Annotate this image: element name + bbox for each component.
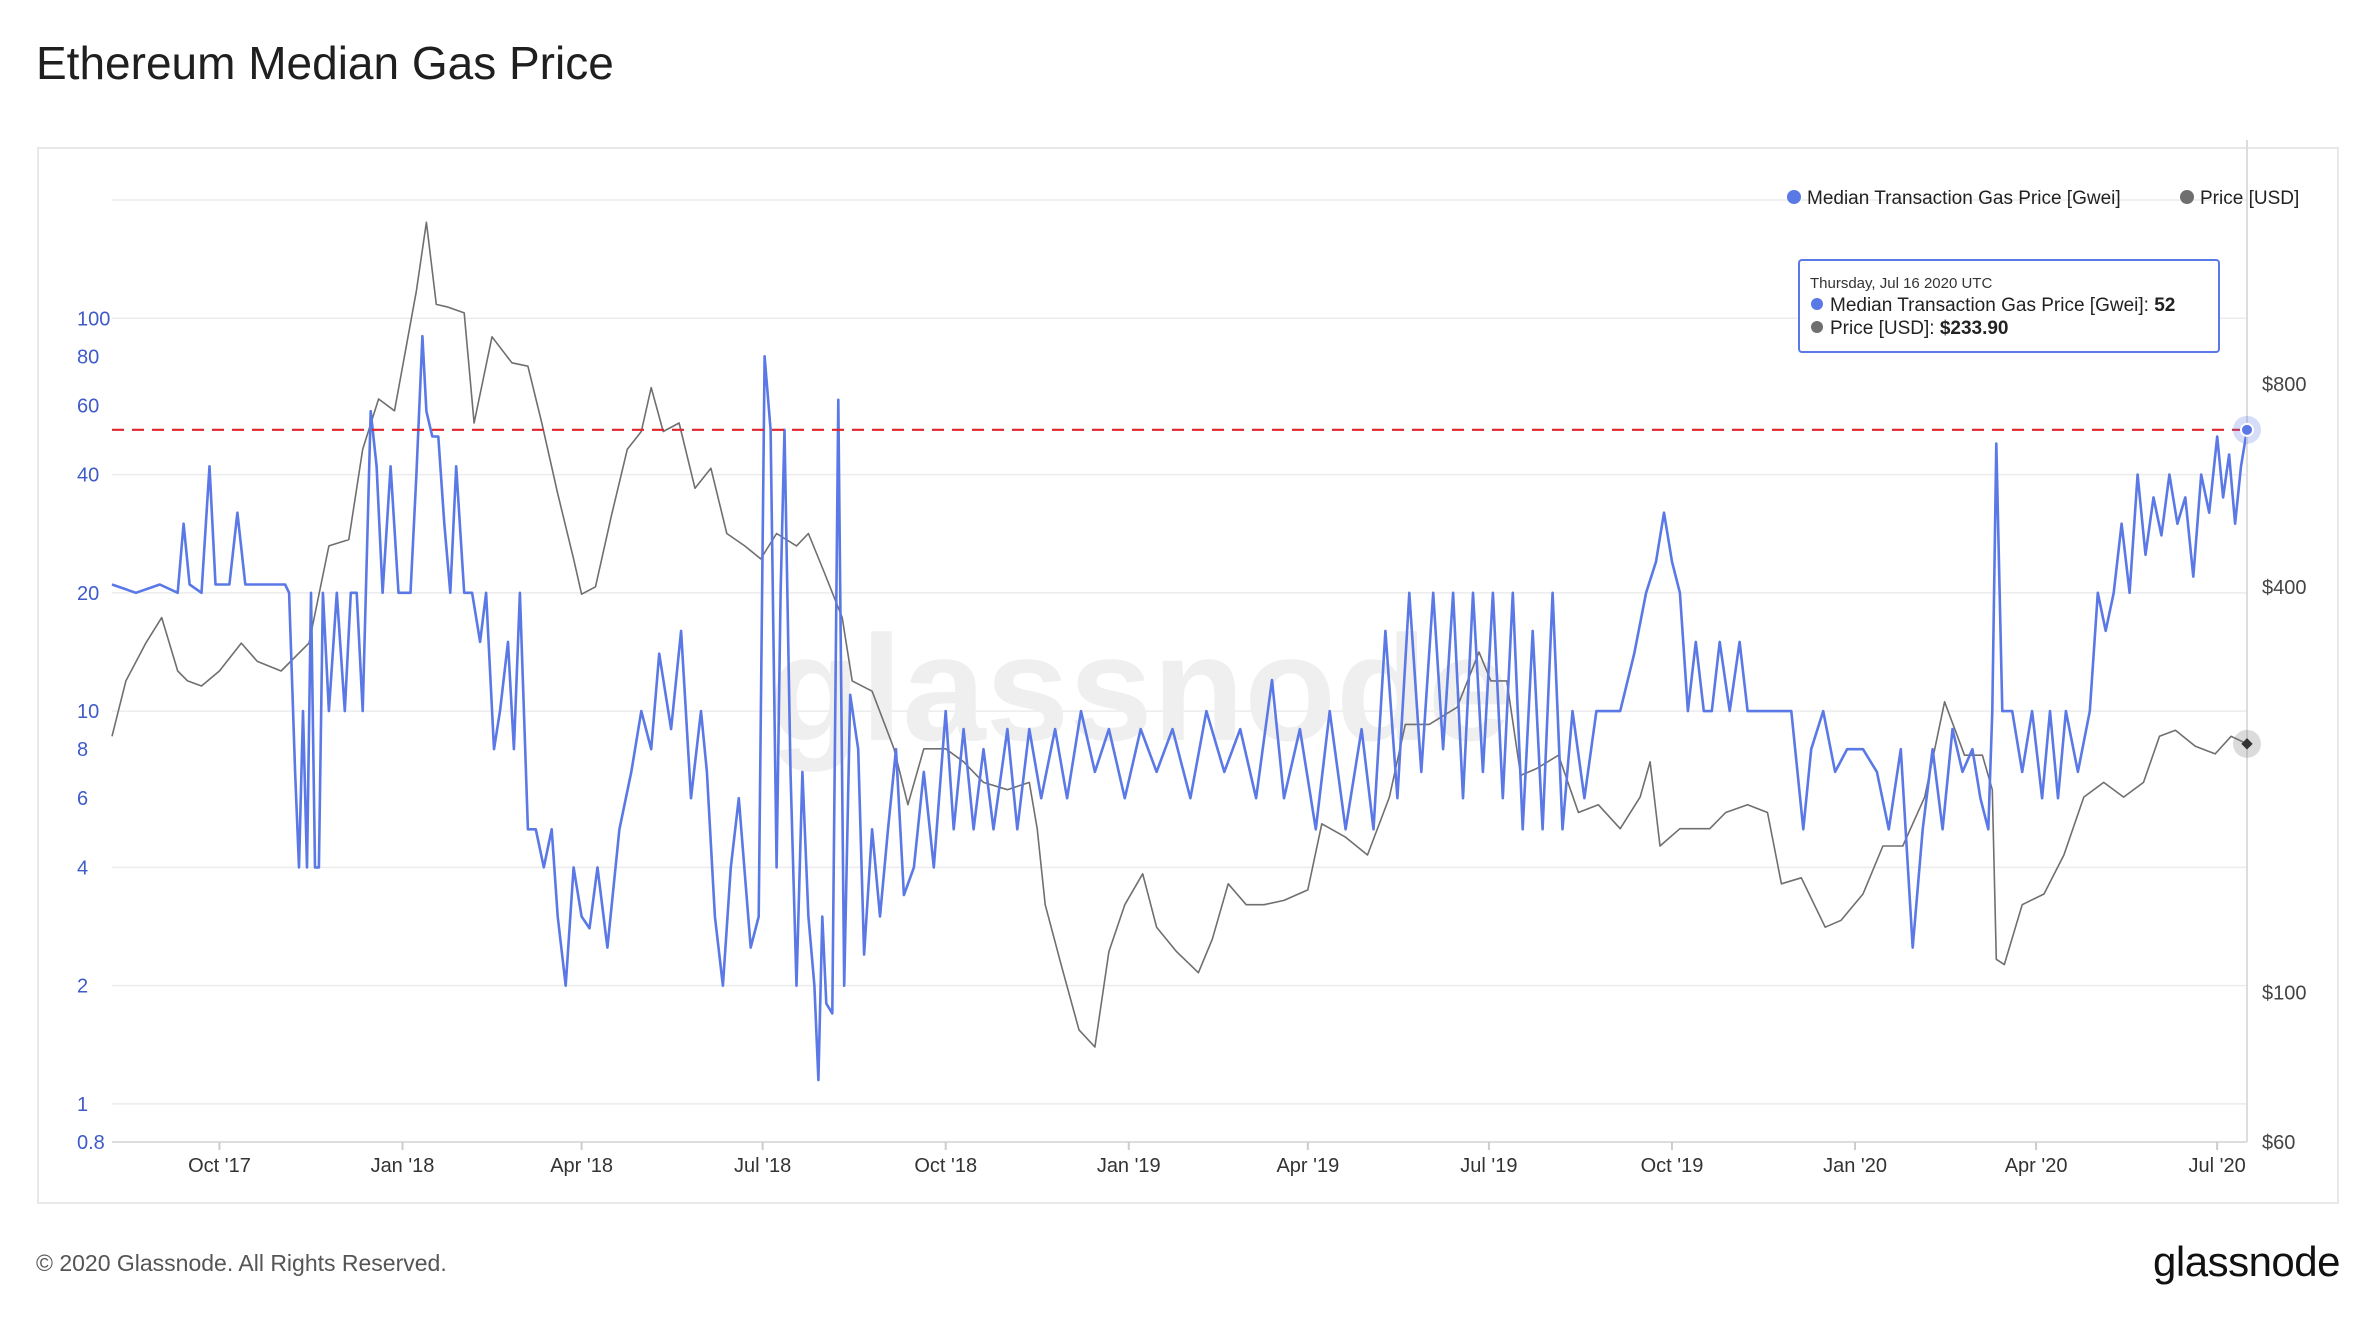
legend-gas-swatch [1787, 190, 1801, 204]
series-layer [111, 221, 2249, 1082]
price-usd-series-line [111, 221, 2248, 1048]
gas-hover-point [2240, 422, 2254, 437]
tooltip: Thursday, Jul 16 2020 UTC Median Transac… [1798, 259, 2220, 353]
tooltip-gas-value: 52 [2154, 295, 2175, 316]
x-tick-label: Oct '18 [914, 1155, 977, 1177]
legend-price-label[interactable]: Price [USD] [2200, 188, 2299, 209]
tooltip-price-value: $233.90 [1940, 318, 2009, 339]
y-left-tick-label: 2 [77, 976, 88, 998]
x-tick-label: Jan '18 [371, 1155, 435, 1177]
y-right-tick-label: $400 [2262, 577, 2307, 599]
tooltip-gas-swatch [1811, 298, 1823, 310]
y-left-tick-label: 8 [77, 739, 88, 761]
y-left-tick-label: 4 [77, 857, 88, 879]
copyright-footer: © 2020 Glassnode. All Rights Reserved. [36, 1250, 447, 1276]
y-left-tick-label: 1 [77, 1094, 88, 1116]
y-right-tick-label: $100 [2262, 983, 2307, 1005]
brand-logo[interactable]: glassnode [2153, 1238, 2340, 1285]
x-tick-label: Jul '20 [2189, 1155, 2246, 1177]
tooltip-gas-label: Median Transaction Gas Price [Gwei]: [1830, 295, 2154, 316]
legend-price-swatch [2180, 190, 2194, 204]
tooltip-price-swatch [1811, 321, 1823, 333]
axes: 0.8 1 2 4 6 8 10 20 40 60 80 100 $60 $100 $400 $800 Oct … [77, 140, 2307, 1177]
x-tick-label: Apr '18 [550, 1155, 613, 1177]
y-left-tick-label: 10 [77, 701, 99, 723]
tooltip-price-label: Price [USD]: [1830, 318, 1940, 339]
tooltip-date: Thursday, Jul 16 2020 UTC [1810, 275, 1992, 292]
y-left-tick-label: 60 [77, 395, 99, 417]
y-left-tick-label: 0.8 [77, 1132, 105, 1154]
gas-price-series-line [111, 334, 2249, 1082]
x-tick-label: Jul '18 [734, 1155, 791, 1177]
x-tick-label: Jul '19 [1460, 1155, 1517, 1177]
tooltip-price-row: Price [USD]: $233.90 [1830, 318, 2009, 339]
y-left-tick-label: 100 [77, 308, 110, 330]
x-tick-label: Jan '19 [1097, 1155, 1161, 1177]
x-tick-label: Oct '19 [1641, 1155, 1704, 1177]
legend: Median Transaction Gas Price [Gwei] Pric… [1787, 188, 2299, 209]
x-tick-label: Oct '17 [188, 1155, 251, 1177]
y-left-tick-label: 40 [77, 465, 99, 487]
price-hover-point [2241, 738, 2253, 750]
x-tick-label: Apr '19 [1276, 1155, 1339, 1177]
x-tick-label: Apr '20 [2005, 1155, 2068, 1177]
hover-markers [2233, 415, 2261, 758]
y-left-tick-label: 20 [77, 583, 99, 605]
y-right-tick-label: $60 [2262, 1132, 2295, 1154]
page-title: Ethereum Median Gas Price [36, 37, 614, 89]
tooltip-gas-row: Median Transaction Gas Price [Gwei]: 52 [1830, 295, 2175, 316]
y-right-tick-label: $800 [2262, 374, 2307, 396]
y-left-tick-label: 80 [77, 346, 99, 368]
x-tick-label: Jan '20 [1823, 1155, 1887, 1177]
legend-gas-label[interactable]: Median Transaction Gas Price [Gwei] [1807, 188, 2121, 209]
tooltip-box [1798, 259, 2220, 353]
chart-frame [37, 147, 2339, 1204]
y-left-tick-label: 6 [77, 788, 88, 810]
